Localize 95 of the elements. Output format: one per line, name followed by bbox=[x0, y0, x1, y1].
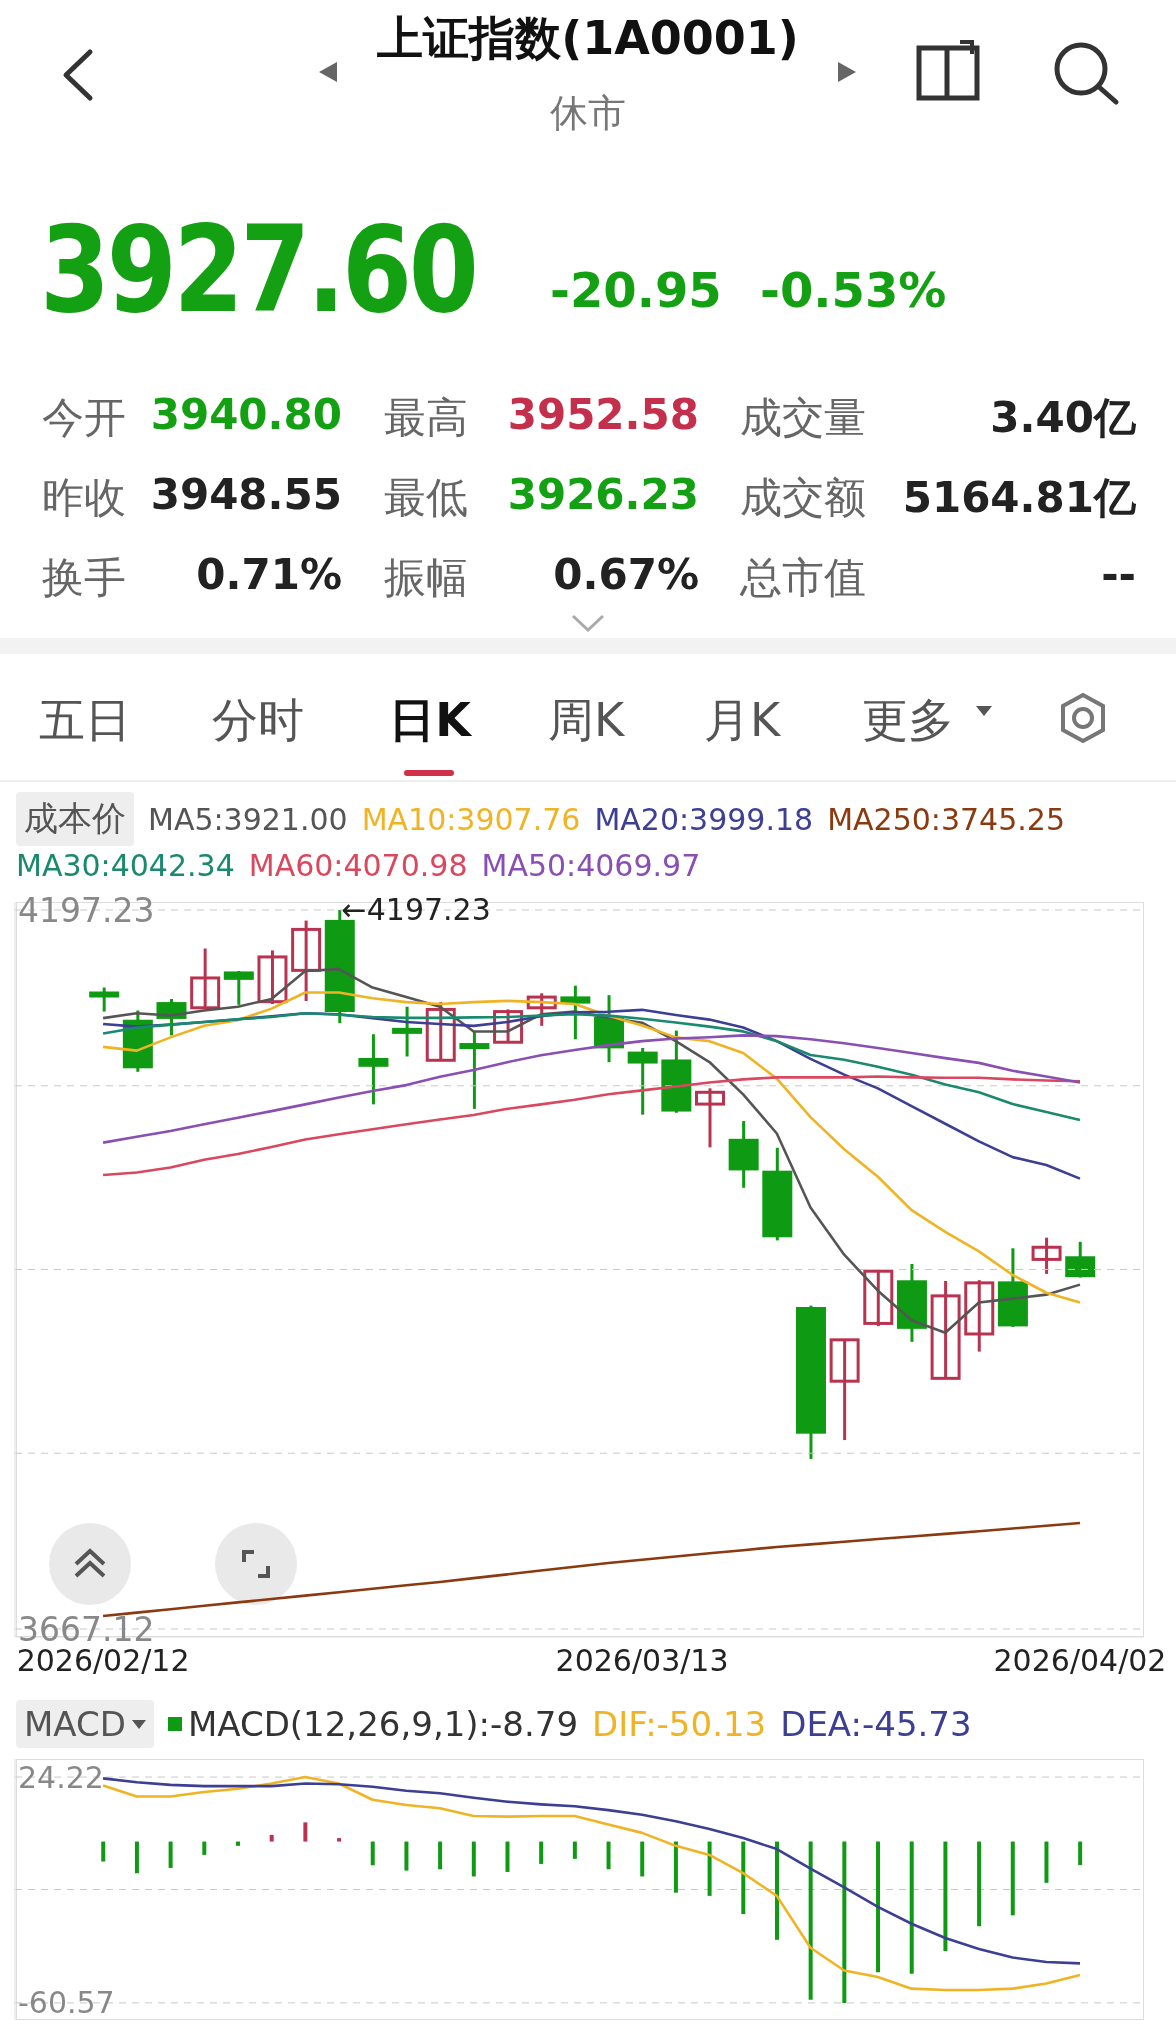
text: -- bbox=[1101, 550, 1136, 599]
candlestick bbox=[392, 1006, 423, 1057]
candlestick bbox=[930, 1279, 961, 1380]
text: 0.67% bbox=[553, 550, 699, 599]
legend-label: MACD(12,26,9,1):-8.79 bbox=[186, 1704, 579, 1744]
candlestick bbox=[190, 948, 221, 1010]
text: 3926.23 bbox=[507, 470, 699, 519]
line-series bbox=[101, 1521, 1082, 1618]
bar bbox=[1044, 1841, 1049, 1883]
candlestick bbox=[89, 987, 120, 1012]
bar bbox=[505, 1841, 510, 1872]
annotation: ←4197.23 bbox=[341, 890, 491, 929]
candlestick bbox=[257, 950, 288, 1004]
bar bbox=[876, 1841, 881, 1973]
line-series bbox=[101, 1075, 1082, 1177]
text: 周K bbox=[546, 692, 626, 749]
text: MA50:4069.97 bbox=[481, 848, 701, 883]
text: 0.71% bbox=[196, 550, 342, 599]
candlestick bbox=[964, 1280, 995, 1352]
text: 5164.81亿 bbox=[902, 472, 1136, 524]
bar bbox=[572, 1841, 577, 1859]
text: 3940.80 bbox=[150, 390, 342, 439]
text: 成交额 bbox=[740, 472, 866, 524]
bar bbox=[707, 1841, 712, 1896]
text: MACD bbox=[16, 1700, 154, 1748]
text: 3952.58 bbox=[507, 390, 699, 439]
bar bbox=[943, 1841, 948, 1952]
text: MA5:3921.00 bbox=[148, 801, 348, 837]
candlestick bbox=[358, 1034, 389, 1105]
text: 日K bbox=[388, 692, 473, 749]
x-tick-label: 2026/03/13 bbox=[555, 1643, 729, 1678]
text: -0.53% bbox=[760, 262, 947, 318]
text: MA30:4042.34 bbox=[16, 848, 235, 883]
candlestick bbox=[863, 1269, 894, 1328]
text: 成本价 bbox=[16, 792, 134, 846]
bar bbox=[606, 1841, 611, 1870]
bar bbox=[134, 1841, 139, 1874]
bar bbox=[673, 1841, 678, 1893]
bar bbox=[101, 1841, 106, 1862]
text: -20.95 bbox=[550, 262, 722, 318]
bar bbox=[909, 1841, 914, 1974]
text: 五日 bbox=[38, 692, 132, 749]
bar bbox=[303, 1822, 308, 1842]
x-tick-label: 2026/04/02 bbox=[993, 1643, 1167, 1678]
bar bbox=[1010, 1841, 1015, 1916]
text: DIF:-50.13 bbox=[592, 1704, 767, 1744]
y-tick-label: 24.22 bbox=[18, 1759, 104, 1795]
text: 更多 bbox=[861, 692, 955, 749]
bar bbox=[774, 1841, 779, 1940]
bar bbox=[168, 1841, 173, 1868]
line-series bbox=[101, 1011, 1082, 1122]
bar bbox=[640, 1841, 645, 1877]
text: 成交量 bbox=[740, 392, 866, 444]
y-tick-label: 4197.23 bbox=[18, 890, 155, 930]
candlestick bbox=[459, 1031, 490, 1109]
text: 分时 bbox=[211, 692, 305, 749]
text: 昨收 bbox=[42, 472, 126, 524]
bar bbox=[842, 1841, 847, 2003]
text: 振幅 bbox=[384, 552, 468, 604]
text: MA20:3999.18 bbox=[594, 801, 814, 837]
bar bbox=[1078, 1841, 1083, 1865]
bar bbox=[235, 1841, 240, 1846]
bar bbox=[741, 1841, 746, 1914]
bar bbox=[438, 1841, 443, 1870]
bar bbox=[337, 1838, 342, 1842]
text: DEA:-45.73 bbox=[780, 1704, 972, 1744]
text: 总市值 bbox=[740, 552, 866, 604]
candlestick bbox=[695, 1088, 725, 1148]
text: 月K bbox=[702, 692, 782, 749]
bar bbox=[202, 1841, 207, 1855]
bar bbox=[808, 1841, 813, 2000]
line-series bbox=[101, 1034, 1082, 1144]
bar bbox=[404, 1841, 409, 1871]
text: 最高 bbox=[384, 392, 468, 444]
bar bbox=[977, 1841, 982, 1927]
text: 今开 bbox=[42, 392, 126, 444]
bar bbox=[539, 1841, 544, 1864]
candlestick bbox=[1031, 1237, 1062, 1274]
text: MA60:4070.98 bbox=[248, 848, 468, 883]
bar bbox=[471, 1841, 476, 1877]
text: 换手 bbox=[42, 552, 126, 604]
text: 3.40亿 bbox=[990, 392, 1136, 444]
text: 最低 bbox=[384, 472, 468, 524]
candlestick bbox=[627, 1046, 658, 1115]
text: MA10:3907.76 bbox=[361, 801, 581, 837]
y-tick-label: -60.57 bbox=[18, 1985, 115, 2021]
candlestick bbox=[560, 985, 591, 1040]
chart-subtitle: 休市 bbox=[549, 90, 627, 137]
text: MA250:3745.25 bbox=[827, 801, 1066, 837]
bar bbox=[269, 1834, 274, 1842]
bar bbox=[370, 1841, 375, 1866]
chart-title: 上证指数(1A0001) bbox=[376, 10, 800, 67]
candlestick bbox=[829, 1337, 860, 1442]
text: 3948.55 bbox=[150, 470, 342, 519]
text: 3927.60 bbox=[40, 200, 476, 339]
